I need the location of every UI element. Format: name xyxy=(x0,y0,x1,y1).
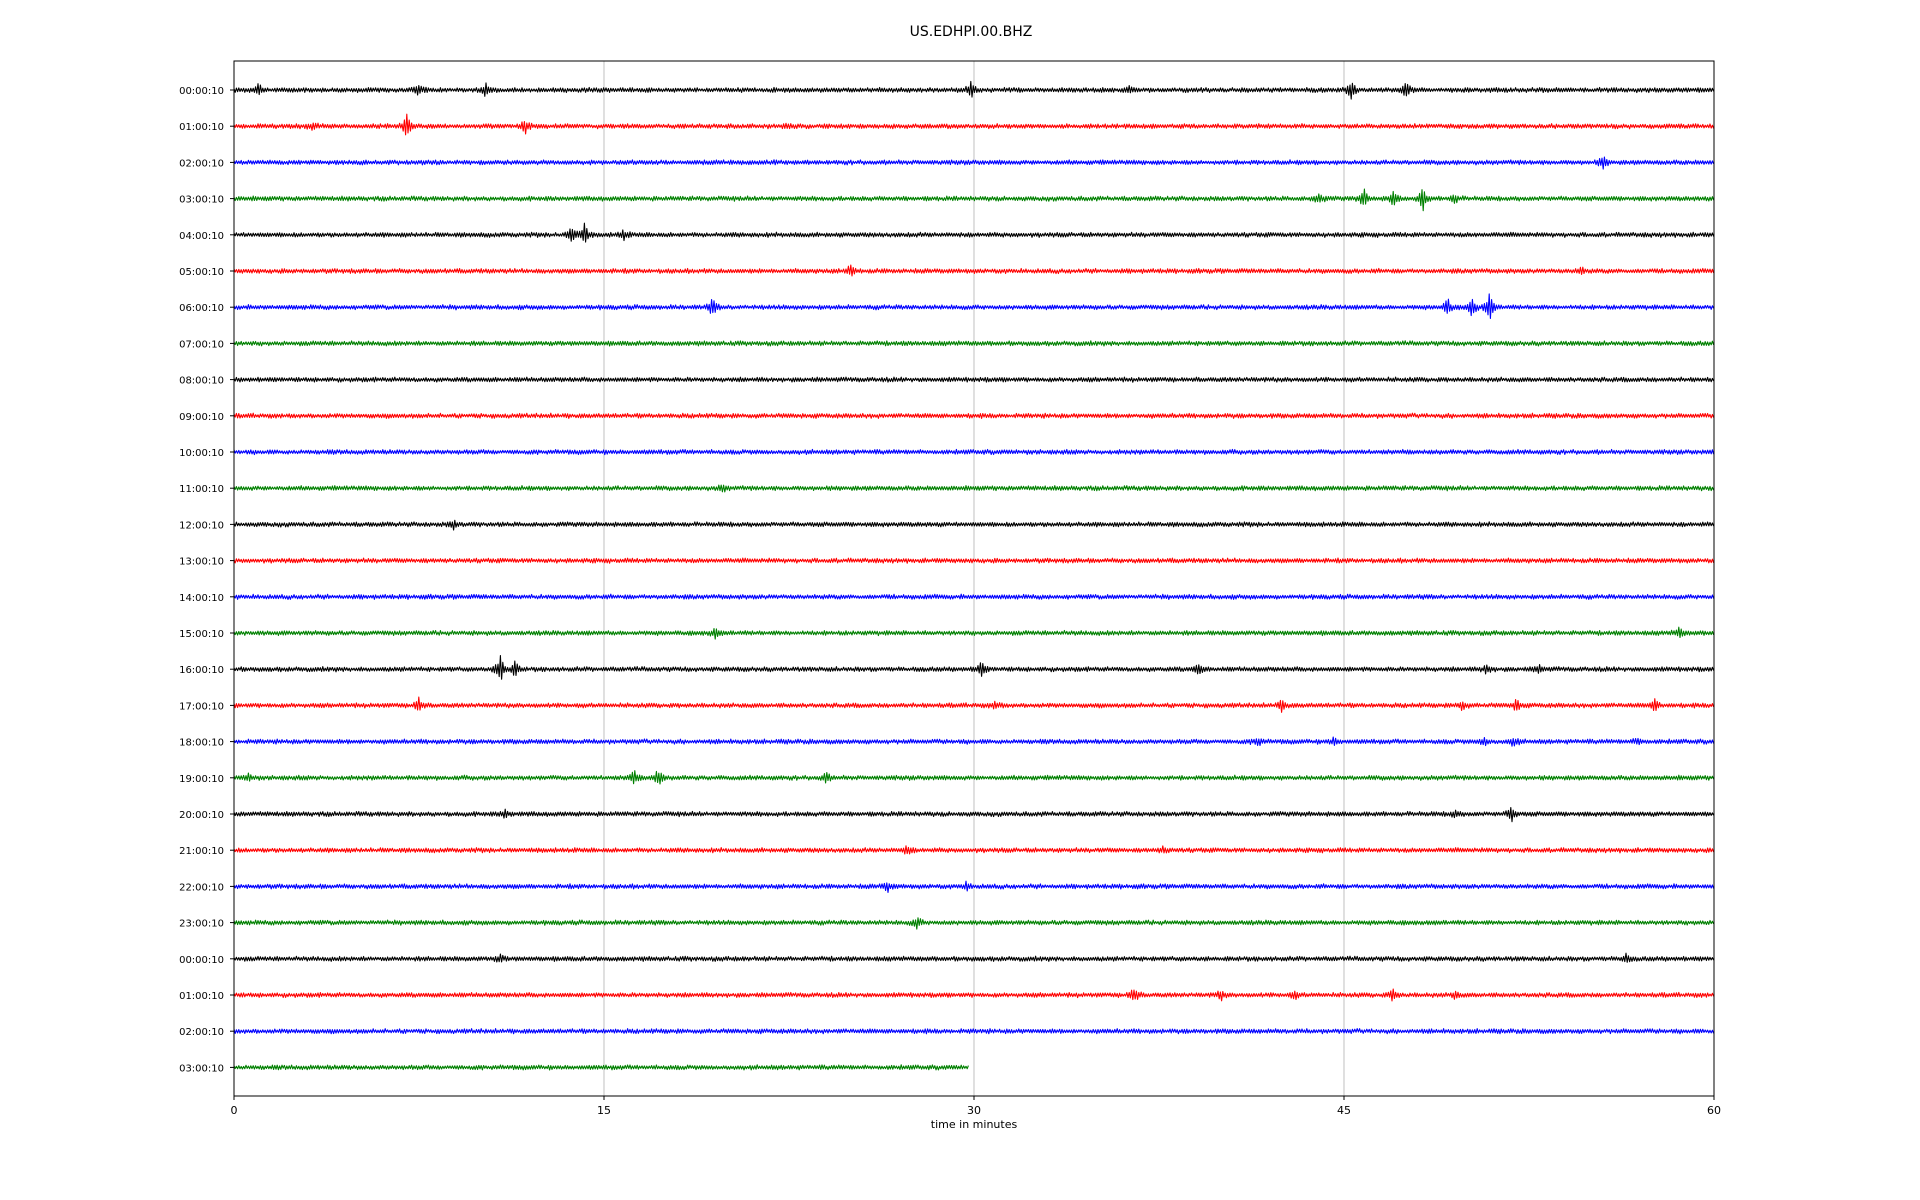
seismic-trace xyxy=(233,412,1715,419)
row-time-label: 00:00:10 xyxy=(179,955,224,966)
seismic-trace xyxy=(233,519,1715,531)
seismic-trace xyxy=(233,156,1715,170)
seismic-trace xyxy=(233,917,1715,930)
seismic-trace xyxy=(233,952,1715,963)
seismic-trace xyxy=(233,264,1715,277)
seismic-trace xyxy=(233,655,1715,680)
seismic-trace xyxy=(233,593,1715,600)
row-time-label: 14:00:10 xyxy=(179,593,224,604)
row-time-label: 16:00:10 xyxy=(179,665,224,676)
row-time-label: 01:00:10 xyxy=(179,991,224,1002)
row-time-label: 12:00:10 xyxy=(179,520,224,531)
row-time-label: 17:00:10 xyxy=(179,701,224,712)
x-tick-label: 60 xyxy=(1707,1104,1721,1117)
grid-lines xyxy=(603,61,1345,1096)
seismic-trace xyxy=(233,293,1715,320)
chart-title: US.EDHPI.00.BHZ xyxy=(910,24,1033,40)
seismic-trace xyxy=(233,736,1715,747)
row-time-label: 03:00:10 xyxy=(179,195,224,206)
x-axis-ticks: 0 15 30 45 60 xyxy=(231,1096,1721,1117)
row-time-label: 23:00:10 xyxy=(179,919,224,930)
row-time-label: 00:00:10 xyxy=(179,86,224,97)
seismic-trace xyxy=(233,80,1715,100)
x-tick-label: 45 xyxy=(1337,1104,1351,1117)
row-time-label: 02:00:10 xyxy=(179,158,224,169)
row-time-label: 20:00:10 xyxy=(179,810,224,821)
row-time-label: 03:00:10 xyxy=(179,1063,224,1074)
trace-layer xyxy=(233,80,1715,1071)
x-tick-label: 0 xyxy=(231,1104,238,1117)
seismic-trace xyxy=(233,696,1715,713)
row-time-label: 15:00:10 xyxy=(179,629,224,640)
row-time-label: 07:00:10 xyxy=(179,339,224,350)
seismic-trace xyxy=(233,113,1715,136)
row-time-label: 21:00:10 xyxy=(179,846,224,857)
row-time-label: 01:00:10 xyxy=(179,122,224,133)
row-labels: 00:00:10 01:00:10 02:00:10 03:00:10 04:00:10… xyxy=(179,86,234,1074)
seismic-trace xyxy=(233,1028,1715,1035)
seismic-trace xyxy=(233,807,1715,823)
seismic-trace xyxy=(233,1064,969,1071)
row-time-label: 18:00:10 xyxy=(179,738,224,749)
seismic-trace xyxy=(233,626,1715,640)
seismic-trace xyxy=(233,845,1715,855)
row-time-label: 13:00:10 xyxy=(179,557,224,568)
seismic-trace xyxy=(233,448,1715,456)
row-time-label: 19:00:10 xyxy=(179,774,224,785)
seismic-trace xyxy=(233,376,1715,383)
row-time-label: 10:00:10 xyxy=(179,448,224,459)
x-axis-label: time in minutes xyxy=(931,1118,1018,1131)
row-time-label: 04:00:10 xyxy=(179,231,224,242)
seismic-trace xyxy=(233,770,1715,785)
x-tick-label: 15 xyxy=(597,1104,611,1117)
seismic-trace xyxy=(233,188,1715,212)
row-time-label: 09:00:10 xyxy=(179,412,224,423)
row-time-label: 11:00:10 xyxy=(179,484,224,495)
row-time-label: 08:00:10 xyxy=(179,376,224,387)
row-time-label: 22:00:10 xyxy=(179,882,224,893)
seismic-trace xyxy=(233,557,1715,564)
row-time-label: 06:00:10 xyxy=(179,303,224,314)
seismic-trace xyxy=(233,880,1715,893)
row-time-label: 05:00:10 xyxy=(179,267,224,278)
seismic-trace xyxy=(233,222,1715,243)
seismic-trace xyxy=(233,340,1715,347)
seismic-trace xyxy=(233,988,1715,1002)
row-time-label: 02:00:10 xyxy=(179,1027,224,1038)
x-tick-label: 30 xyxy=(967,1104,981,1117)
seismic-trace xyxy=(233,484,1715,493)
